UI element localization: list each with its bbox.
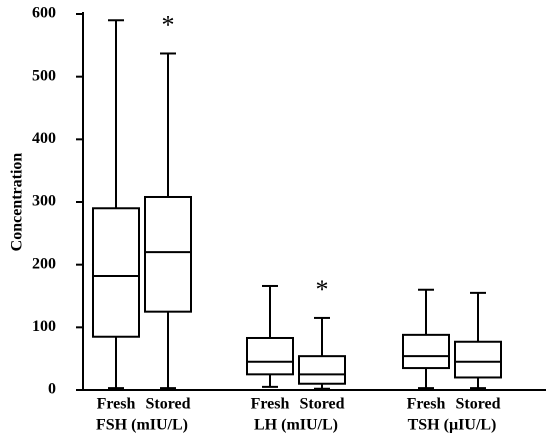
- x-tick-label: Stored: [145, 396, 190, 413]
- y-tick-label: 0: [48, 381, 56, 398]
- x-tick-label: Stored: [299, 396, 344, 413]
- x-tick-label: Fresh: [407, 396, 446, 413]
- box: [92, 207, 140, 338]
- box: [298, 355, 346, 385]
- box: [246, 336, 294, 376]
- annotation: *: [316, 275, 329, 304]
- group-label: TSH (µIU/L): [408, 417, 497, 434]
- x-tick-label: Stored: [455, 396, 500, 413]
- y-tick-label: 500: [32, 67, 56, 84]
- y-tick-label: 200: [32, 255, 56, 272]
- x-tick-label: Fresh: [251, 396, 290, 413]
- y-tick-label: 100: [32, 318, 56, 335]
- box: [454, 340, 502, 379]
- box: [402, 333, 450, 370]
- x-tick-label: Fresh: [97, 396, 136, 413]
- y-tick-label: 400: [32, 130, 56, 147]
- box: [144, 195, 192, 313]
- y-tick-label: 600: [32, 5, 56, 22]
- y-tick-label: 300: [32, 193, 56, 210]
- y-axis-label: Concentration: [9, 153, 26, 252]
- annotation: *: [162, 10, 175, 39]
- group-label: LH (mIU/L): [254, 417, 338, 434]
- group-label: FSH (mIU/L): [96, 417, 188, 434]
